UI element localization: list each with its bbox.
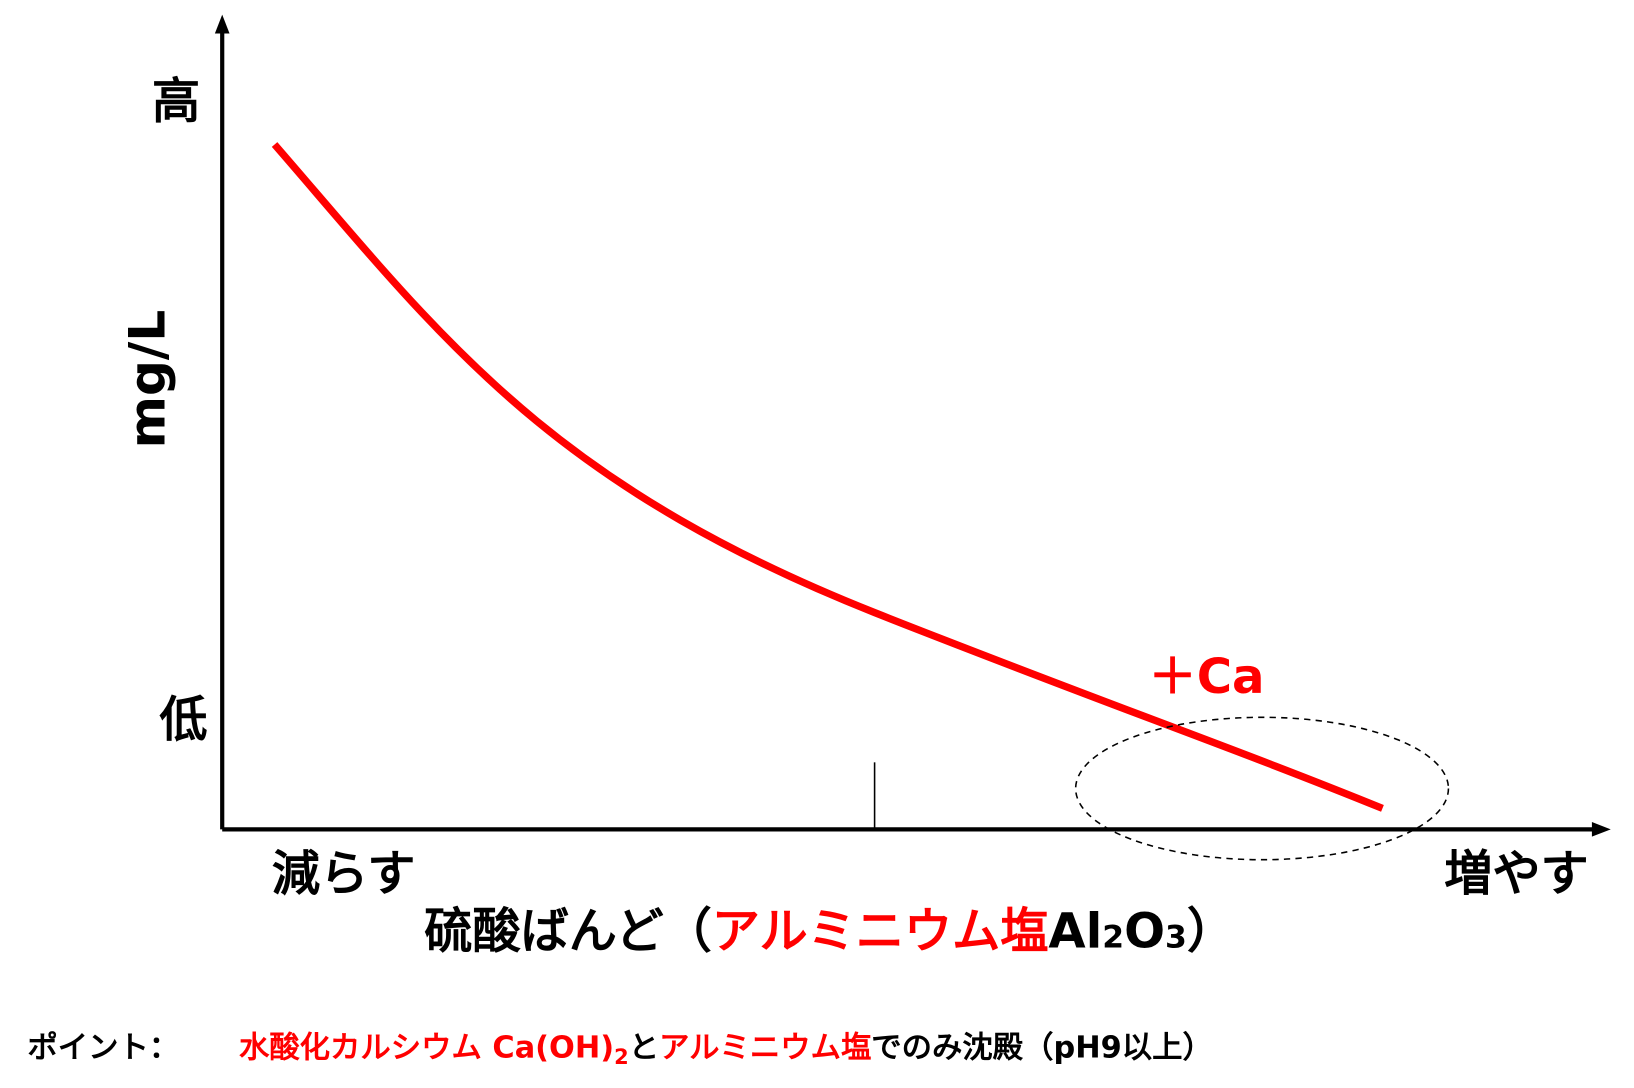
- note-part: ポイント：: [27, 1031, 179, 1066]
- y-top-label: 高: [152, 73, 200, 129]
- highlight-ellipse: [1074, 716, 1450, 861]
- y-bottom-label: 低: [159, 692, 207, 748]
- x-right-label: 増やす: [1444, 846, 1588, 902]
- note: ポイント： 水酸化カルシウム Ca(OH)2とアルミニウム塩でのみ沈殿（pH9以上…: [27, 1031, 1212, 1069]
- title-part: Al: [1048, 904, 1102, 960]
- x-axis-arrow: [1591, 822, 1611, 837]
- x-left-label: 減らす: [272, 846, 416, 902]
- title-part: アルミニウム塩: [712, 904, 1049, 960]
- annotation: ＋Ca: [1149, 649, 1265, 705]
- title-part: ）: [1187, 904, 1235, 960]
- curve: [271, 142, 1384, 812]
- title-subscript: 2: [1102, 920, 1124, 956]
- title-part: 硫酸ばんど（: [424, 904, 711, 960]
- title-subscript: 3: [1165, 920, 1187, 956]
- y-axis-arrow: [214, 14, 230, 34]
- note-subscript: 2: [614, 1045, 629, 1069]
- note-part: 水酸化カルシウム Ca(OH): [239, 1031, 614, 1066]
- note-part: でのみ沈殿（pH9以上）: [871, 1031, 1213, 1066]
- note-part: アルミニウム塩: [659, 1031, 871, 1066]
- title-part: O: [1124, 904, 1165, 960]
- note-part: と: [629, 1031, 659, 1066]
- y-axis-label: mg/L: [118, 310, 177, 449]
- x-axis-title: 硫酸ばんど（アルミニウム塩Al2O3）: [424, 904, 1235, 960]
